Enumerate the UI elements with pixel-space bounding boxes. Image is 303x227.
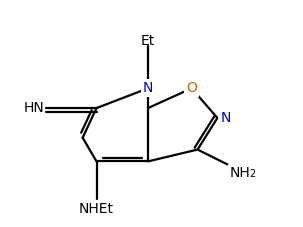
Text: NHEt: NHEt: [79, 202, 114, 216]
Text: O: O: [186, 81, 197, 95]
Text: 2: 2: [249, 169, 255, 179]
Text: NH: NH: [229, 166, 250, 180]
Text: N: N: [143, 81, 153, 95]
Text: HN: HN: [23, 101, 44, 115]
Text: Et: Et: [141, 34, 155, 48]
Text: N: N: [220, 111, 231, 125]
